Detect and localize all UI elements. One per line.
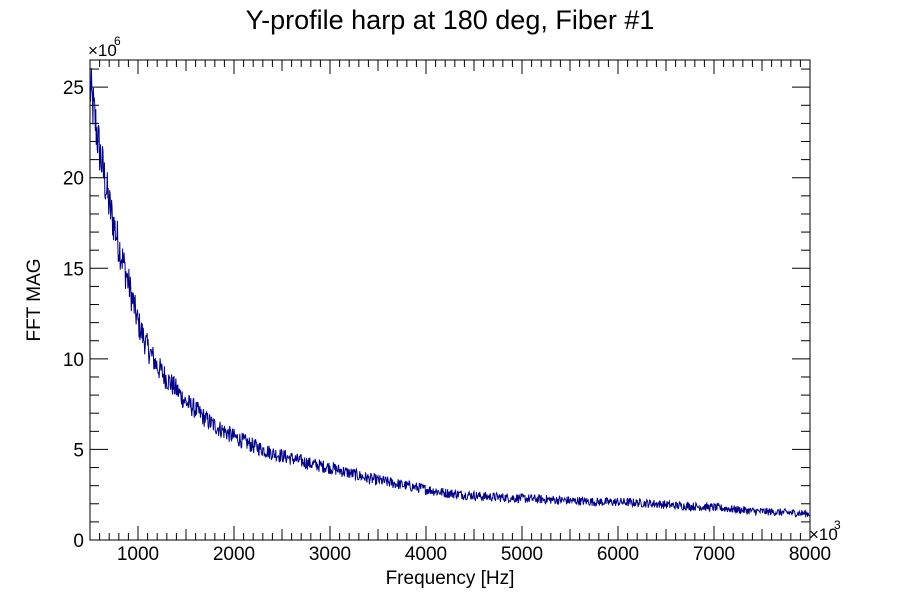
- y-tick-label: 25: [63, 78, 84, 99]
- y-tick-label: 10: [63, 350, 84, 371]
- x-tick-label: 2000: [213, 544, 255, 565]
- y-multiplier-base: ×10: [88, 41, 117, 60]
- y-axis-multiplier: ×10 6: [88, 34, 121, 60]
- x-tick-label: 3000: [309, 544, 351, 565]
- y-tick-label: 20: [63, 169, 84, 190]
- y-tick-label: 0: [73, 531, 84, 552]
- y-tick-label: 5: [73, 440, 84, 461]
- x-tick-label: 7000: [693, 544, 735, 565]
- x-axis-tick-labels: 1000 2000 3000 4000 5000 6000 7000 8000: [117, 544, 831, 565]
- chart-title: Y-profile harp at 180 deg, Fiber #1: [246, 5, 655, 35]
- x-tick-label: 4000: [405, 544, 447, 565]
- plot-frame: [89, 59, 811, 541]
- x-axis-ticks: [89, 60, 811, 540]
- y-axis-ticks: [90, 68, 810, 541]
- series-line: [89, 68, 811, 518]
- x-tick-label: 6000: [597, 544, 639, 565]
- x-multiplier-exponent: 3: [834, 518, 841, 532]
- y-multiplier-exponent: 6: [114, 34, 121, 48]
- x-axis-multiplier: ×10 3: [809, 518, 841, 544]
- x-tick-label: 8000: [789, 544, 831, 565]
- y-axis-title: FFT MAG: [24, 258, 45, 341]
- x-multiplier-base: ×10: [809, 525, 838, 544]
- x-tick-label: 1000: [117, 544, 159, 565]
- x-axis-title: Frequency [Hz]: [386, 568, 515, 589]
- y-tick-label: 15: [63, 259, 84, 280]
- x-tick-label: 5000: [501, 544, 543, 565]
- y-axis-tick-labels: 0 5 10 15 20 25: [63, 78, 84, 552]
